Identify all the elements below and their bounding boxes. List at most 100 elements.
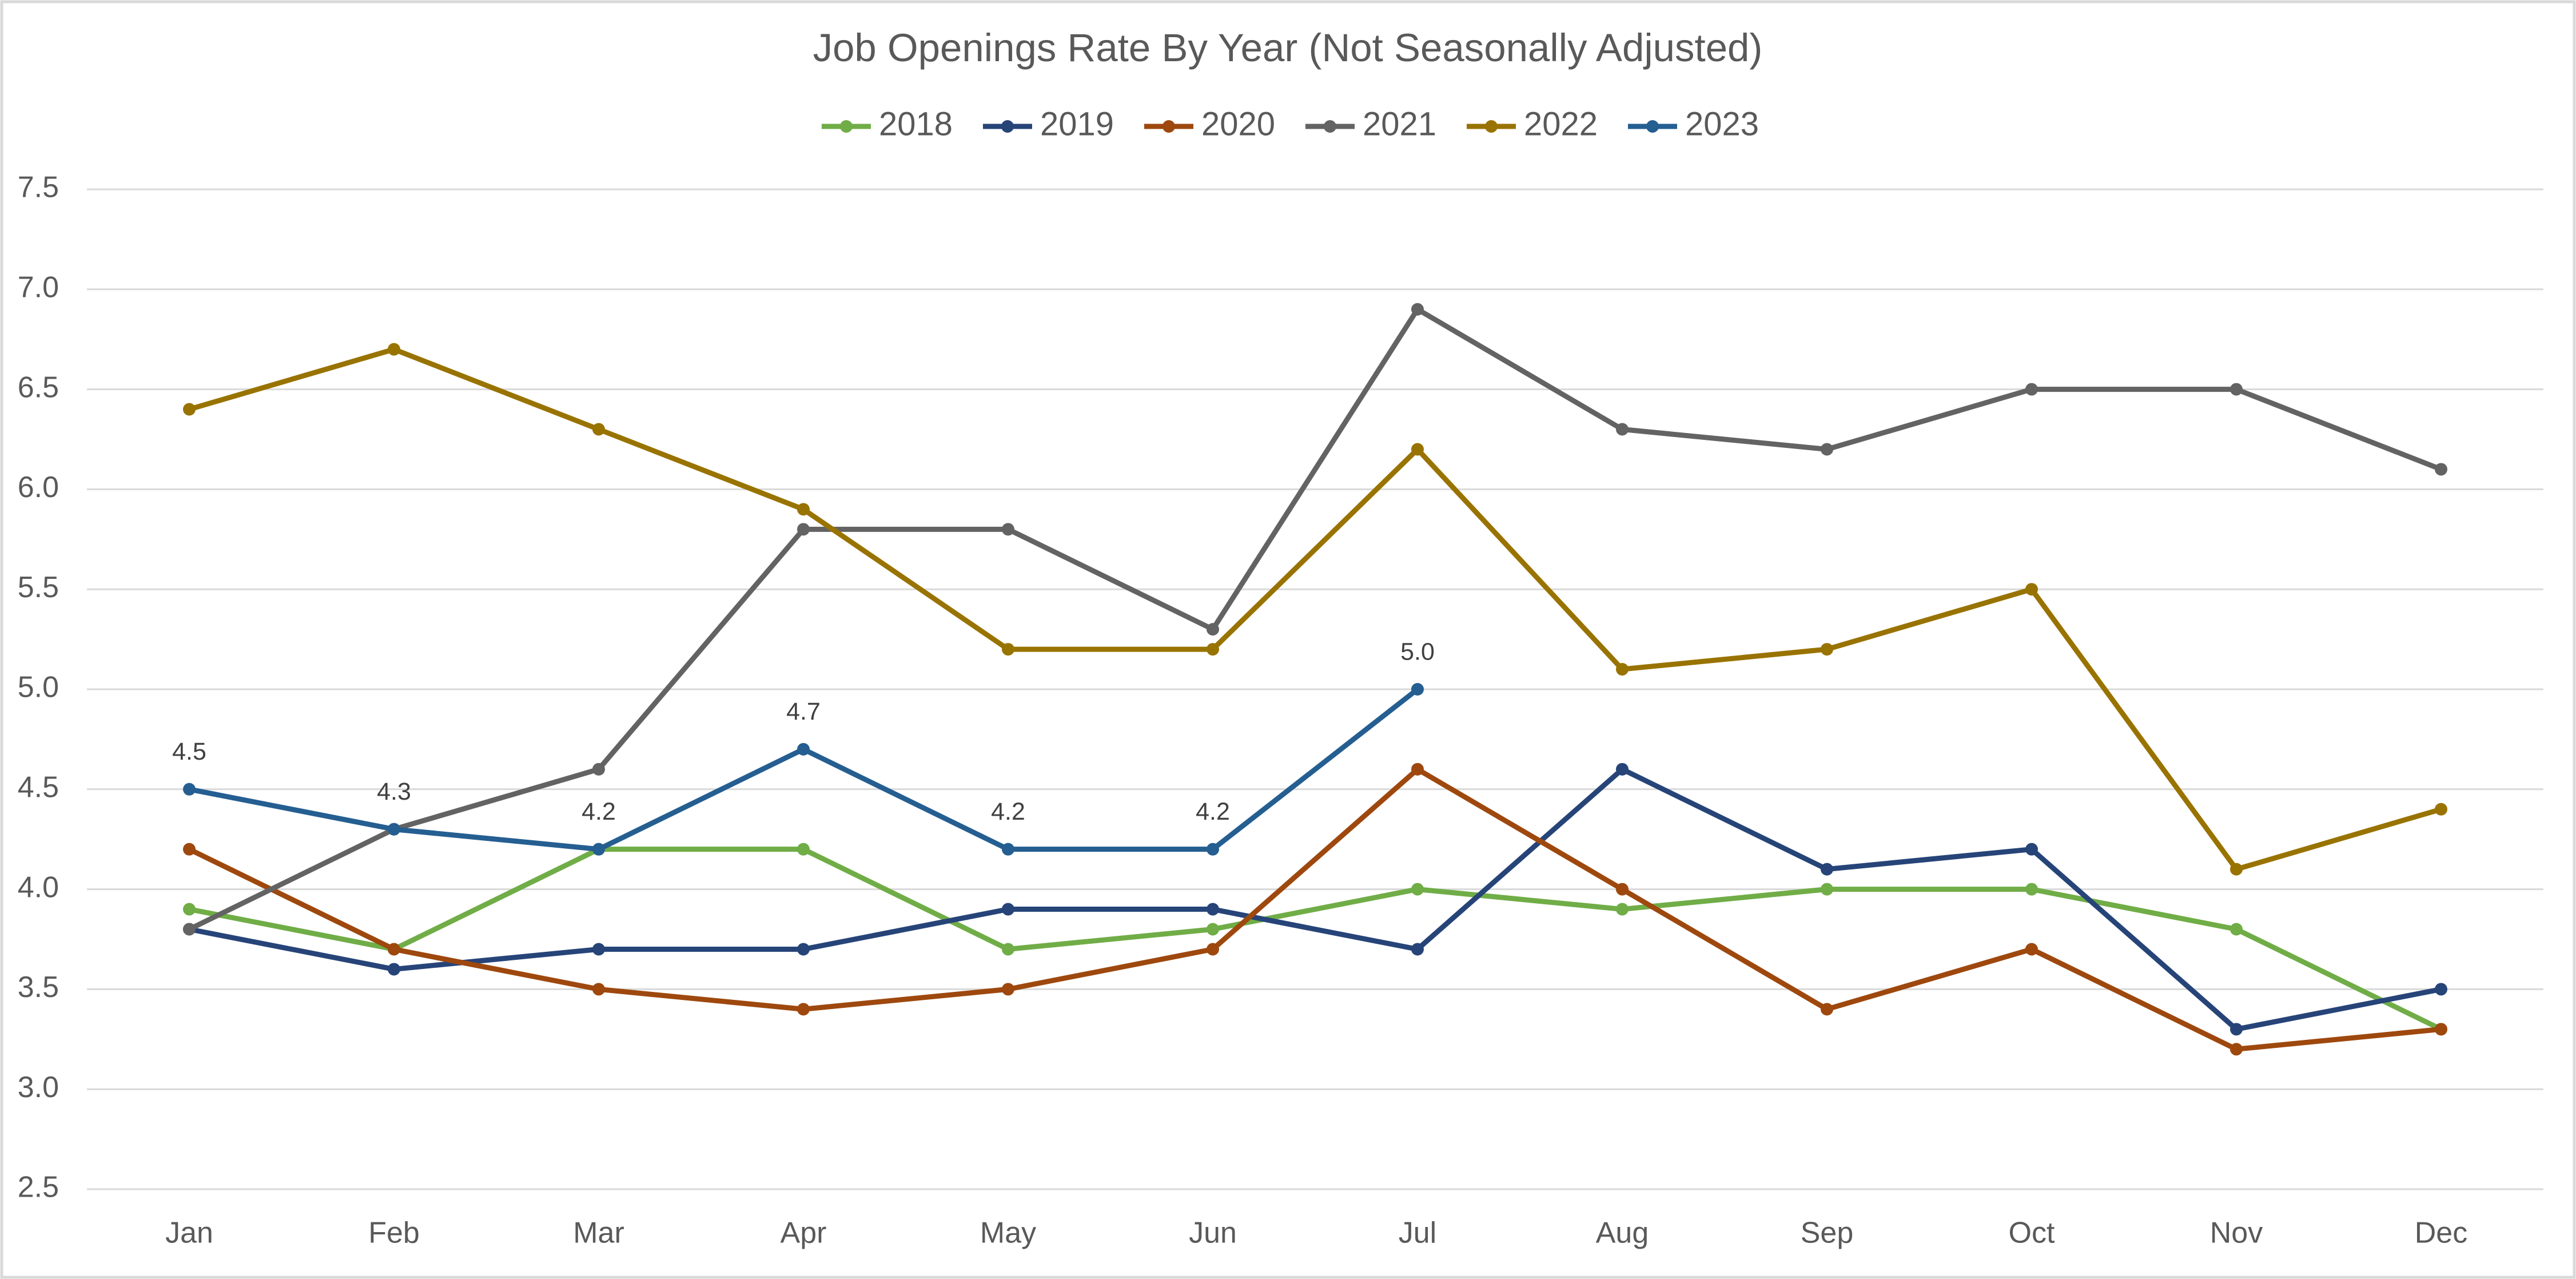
data-point (592, 843, 605, 856)
data-point (2230, 1043, 2243, 1056)
data-point (1207, 843, 1219, 856)
data-point (2230, 1023, 2243, 1036)
data-point (1207, 903, 1219, 916)
data-point (592, 423, 605, 436)
legend-marker (840, 120, 853, 133)
data-point (1411, 683, 1424, 696)
data-point (183, 903, 196, 916)
data-point (592, 983, 605, 996)
data-point (1616, 762, 1629, 776)
data-point (2230, 923, 2243, 936)
y-tick-label: 7.0 (18, 271, 59, 304)
legend-marker (1324, 120, 1336, 133)
x-tick-label: Jan (165, 1217, 213, 1250)
data-point (797, 503, 810, 516)
data-point (1207, 623, 1219, 636)
legend-label: 2022 (1524, 105, 1598, 142)
data-point (183, 843, 196, 856)
legend-label: 2020 (1201, 105, 1275, 142)
y-tick-label: 3.5 (18, 971, 59, 1004)
data-point (183, 923, 196, 936)
data-point (2025, 883, 2038, 896)
data-point (797, 843, 810, 856)
data-point (2230, 383, 2243, 396)
data-point (1207, 643, 1219, 656)
x-tick-label: Nov (2210, 1217, 2263, 1250)
data-point (2025, 583, 2038, 596)
data-point (1821, 443, 1833, 456)
x-tick-label: Dec (2415, 1217, 2467, 1250)
data-point (1207, 923, 1219, 936)
chart-title: Job Openings Rate By Year (Not Seasonall… (813, 26, 1763, 70)
data-point (1002, 903, 1014, 916)
data-point (2025, 843, 2038, 856)
data-point (1002, 523, 1014, 536)
x-tick-label: Mar (573, 1217, 624, 1250)
data-point (2435, 803, 2447, 816)
data-label: 4.5 (172, 738, 206, 765)
data-point (1616, 883, 1629, 896)
y-tick-label: 5.5 (18, 571, 59, 604)
series-line (189, 766, 2442, 1032)
legend-label: 2019 (1040, 105, 1114, 142)
y-tick-label: 6.0 (18, 471, 59, 504)
data-point (388, 943, 400, 956)
data-label: 4.7 (786, 698, 821, 725)
x-tick-label: Aug (1596, 1217, 1649, 1250)
data-label: 4.2 (991, 798, 1025, 825)
data-point (2025, 943, 2038, 956)
series-line (188, 766, 2442, 1052)
data-point (1207, 943, 1219, 956)
y-tick-label: 3.0 (18, 1071, 59, 1104)
data-point (2025, 383, 2038, 396)
data-point (2435, 983, 2447, 996)
series-line (188, 347, 2442, 872)
legend-label: 2021 (1363, 105, 1436, 142)
data-point (183, 783, 196, 796)
data-point (1411, 443, 1424, 456)
data-point (1821, 863, 1833, 876)
data-point (183, 403, 196, 416)
data-point (2435, 463, 2447, 476)
data-point (1616, 663, 1629, 676)
data-point (1821, 1003, 1833, 1016)
legend-marker (1485, 120, 1498, 133)
series-line (188, 307, 2442, 932)
data-label: 4.3 (377, 778, 411, 805)
x-tick-label: May (980, 1217, 1036, 1250)
data-point (797, 742, 810, 756)
y-tick-label: 7.5 (18, 171, 59, 204)
data-point (2230, 863, 2243, 876)
data-point (1002, 983, 1014, 996)
data-point (388, 963, 400, 976)
data-point (1002, 943, 1014, 956)
y-tick-label: 4.0 (18, 871, 59, 904)
data-point (1411, 303, 1424, 316)
data-point (797, 523, 810, 536)
x-tick-label: Oct (2009, 1217, 2055, 1250)
x-tick-label: Feb (368, 1217, 420, 1250)
data-point (1821, 883, 1833, 896)
y-tick-label: 6.5 (18, 371, 59, 404)
data-label: 4.2 (1196, 798, 1230, 825)
x-tick-label: Apr (781, 1217, 827, 1250)
legend-label: 2018 (879, 105, 953, 142)
data-point (388, 823, 400, 836)
data-point (592, 762, 605, 776)
legend-marker (1001, 120, 1014, 133)
data-label: 5.0 (1400, 638, 1435, 665)
data-point (388, 343, 400, 356)
data-point (1411, 762, 1424, 776)
legend-marker (1646, 120, 1659, 133)
y-tick-label: 4.5 (18, 771, 59, 804)
data-point (1411, 883, 1424, 896)
data-point (797, 943, 810, 956)
legend-label: 2023 (1685, 105, 1759, 142)
y-tick-label: 5.0 (18, 671, 59, 704)
legend-marker (1162, 120, 1175, 133)
data-point (1821, 643, 1833, 656)
data-point (2435, 1023, 2447, 1036)
data-point (1616, 423, 1629, 436)
